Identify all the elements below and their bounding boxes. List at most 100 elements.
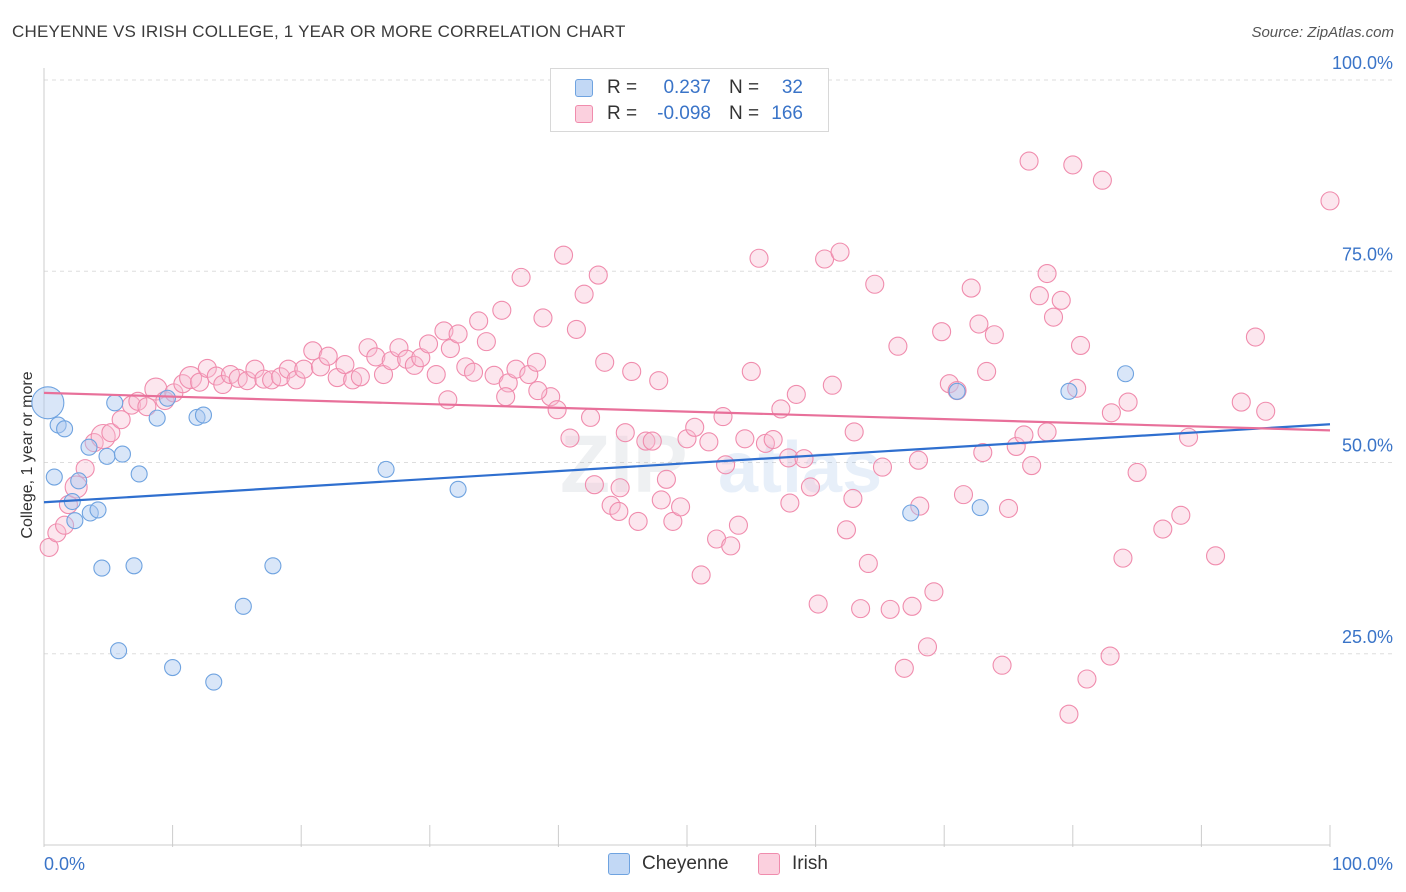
irish-point [609, 501, 629, 522]
cheyenne-point [113, 445, 131, 463]
irish-point [1070, 335, 1091, 356]
irish-trend-line [43, 391, 1331, 432]
cheyenne-point [70, 472, 88, 490]
irish-point [1231, 392, 1251, 412]
x-tick-label-max: 100.0% [1332, 854, 1393, 874]
irish-point [865, 274, 885, 294]
cheyenne-point [98, 447, 116, 465]
irish-point [763, 429, 783, 450]
irish-point [294, 359, 314, 379]
irish-point [463, 362, 484, 382]
cheyenne-point [948, 382, 966, 400]
cheyenne-point [56, 420, 74, 438]
irish-point [318, 346, 338, 366]
irish-point [511, 267, 531, 287]
irish-point [286, 370, 306, 390]
irish-point [580, 407, 601, 427]
irish-point [998, 498, 1019, 518]
cheyenne-legend-label: Cheyenne [642, 853, 729, 874]
bottom-legend-irish: Irish [758, 852, 828, 876]
irish-point [404, 355, 424, 375]
irish-point [1245, 327, 1265, 347]
irish-point [1037, 263, 1057, 284]
cheyenne-point [93, 559, 111, 577]
irish-point [303, 341, 323, 361]
irish-point [1092, 170, 1112, 190]
irish-point [418, 334, 439, 354]
source-label: Source: ZipAtlas.com [1251, 24, 1394, 41]
irish-point [932, 322, 952, 342]
irish-point [519, 364, 539, 385]
irish-point [699, 432, 719, 452]
irish-point [656, 469, 676, 489]
irish-point [836, 520, 857, 540]
irish-point [137, 397, 157, 417]
irish-point [924, 582, 944, 602]
irish-point [506, 359, 526, 379]
irish-point [728, 515, 748, 535]
irish-point [55, 515, 75, 535]
irish-r-value: -0.098 [657, 103, 711, 124]
irish-point [547, 400, 567, 420]
irish-point [794, 449, 814, 469]
irish-point [822, 375, 842, 395]
irish-point [610, 478, 630, 498]
irish-swatch [575, 105, 593, 123]
irish-point [1127, 462, 1147, 482]
irish-point [438, 390, 458, 410]
irish-point [1100, 646, 1120, 666]
irish-point [179, 366, 203, 390]
trend-lines [43, 391, 1331, 504]
irish-point [615, 423, 635, 443]
irish-point [735, 429, 755, 449]
irish-point [1029, 286, 1049, 306]
cheyenne-legend-swatch [608, 853, 630, 875]
irish-point [1118, 392, 1138, 412]
irish-point [366, 347, 386, 367]
n-label: N = [729, 77, 760, 98]
irish-point [1059, 704, 1079, 724]
irish-point [894, 658, 914, 678]
irish-point [992, 655, 1012, 675]
irish-point [721, 536, 741, 556]
irish-point [553, 245, 574, 265]
irish-point [622, 361, 642, 382]
irish-point [1113, 548, 1133, 568]
irish-point [741, 361, 761, 382]
cheyenne-point [125, 557, 143, 575]
irish-point [872, 457, 893, 477]
x-tick-label-min: 0.0% [44, 854, 85, 874]
irish-point [350, 367, 370, 387]
irish-n-value: 166 [771, 103, 803, 124]
irish-point [1320, 191, 1340, 211]
cheyenne-point [45, 468, 63, 486]
irish-point [636, 431, 656, 451]
irish-point [977, 361, 997, 382]
irish-point [843, 488, 863, 509]
irish-point [973, 443, 993, 463]
cheyenne-point [234, 597, 252, 615]
irish-point [808, 594, 828, 614]
irish-point [953, 485, 974, 505]
irish-point [671, 497, 691, 517]
irish-point [101, 423, 121, 443]
irish-point [492, 300, 512, 320]
irish-point [1063, 155, 1083, 175]
irish-point [1178, 427, 1199, 447]
irish-point [984, 325, 1004, 345]
bottom-legend-cheyenne: Cheyenne [608, 852, 729, 876]
irish-point [584, 475, 604, 495]
cheyenne-point [188, 408, 206, 426]
cheyenne-trend-line [43, 423, 1331, 504]
irish-point [969, 314, 989, 334]
irish-point [1037, 422, 1057, 442]
legend-row-cheyenne: R = 0.237 N = 32 [575, 77, 803, 99]
irish-point [677, 429, 697, 449]
cheyenne-point [110, 642, 128, 660]
irish-point [343, 370, 363, 390]
r-label: R = [607, 77, 638, 98]
irish-legend-label: Irish [792, 853, 828, 874]
irish-point [566, 319, 586, 339]
cheyenne-point [377, 460, 395, 478]
irish-point [434, 321, 454, 341]
